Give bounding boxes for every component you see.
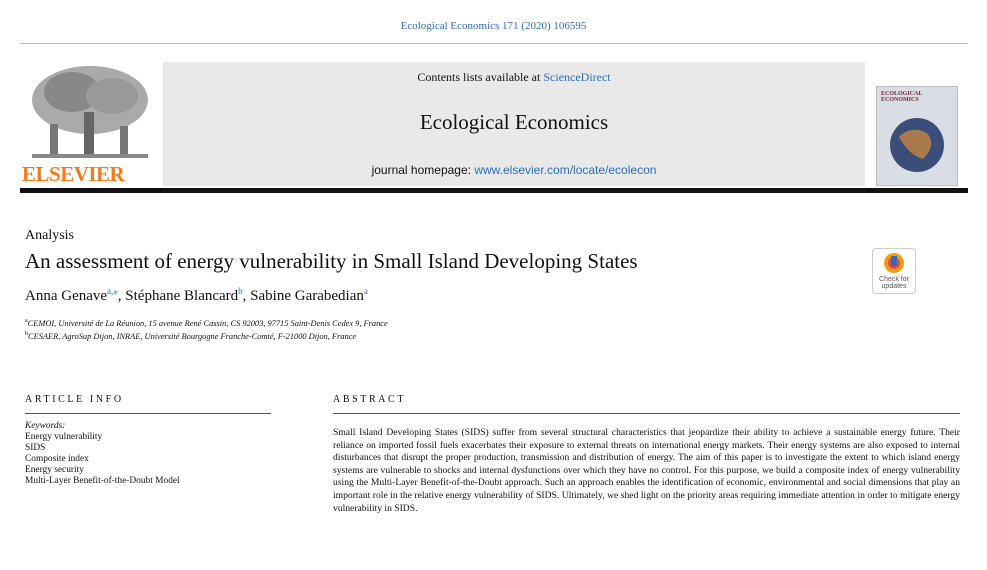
article-info-heading: ARTICLE INFO [25, 394, 124, 405]
author-name: Stéphane Blancard [125, 288, 239, 304]
journal-banner: Contents lists available at ScienceDirec… [163, 62, 865, 186]
keyword: SIDS [25, 443, 46, 453]
link[interactable]: ScienceDirect [543, 70, 611, 84]
rule [25, 413, 271, 414]
title: An assessment of energy vulnerability in… [25, 249, 638, 273]
keyword: Composite index [25, 454, 89, 464]
author-sup[interactable]: a [363, 286, 368, 296]
logo-tree [32, 66, 148, 158]
separator: , [117, 288, 126, 304]
keyword: Energy security [25, 465, 84, 475]
authors: Anna Genavea,⁎, Stéphane Blancardb, Sabi… [25, 286, 368, 305]
keyword: Energy vulnerability [25, 432, 103, 442]
separator: , [242, 288, 251, 304]
affiliation: aCEMOI, Université de La Réunion, 15 ave… [25, 316, 388, 329]
rule [20, 43, 968, 44]
section: Analysis [25, 228, 74, 243]
abstract-text: Small Island Developing States (SIDS) su… [333, 427, 960, 514]
author-sup[interactable]: b [238, 286, 243, 296]
affiliation-sup: b [25, 330, 28, 337]
keyword: Multi-Layer Benefit-of-the-Doubt Model [25, 476, 180, 486]
journal-name: Ecological Economics [419, 110, 609, 134]
affiliation-text: CEMOI, Université de La Réunion, 15 aven… [27, 318, 388, 328]
affiliation-sup: a [25, 318, 28, 324]
badge-icon [884, 253, 904, 273]
keywords: Keywords: Energy vulnerability SIDS Compos… [25, 421, 180, 487]
abstract-heading: ABSTRACT [333, 394, 407, 405]
badge-line: Check for [879, 276, 909, 283]
text: Contents lists available at [417, 70, 544, 84]
affiliation: bCESAER, AgroSup Dijon, INRAE, Universit… [25, 329, 388, 342]
cover-globe [890, 118, 944, 172]
affiliation-text: CESAER, AgroSup Dijon, INRAE, Université… [28, 331, 357, 341]
contents-line: Contents lists available at ScienceDirec… [163, 70, 865, 85]
publisher: ELSEVIER [22, 162, 125, 186]
rule [20, 188, 968, 193]
keywords-label: Keywords: [25, 421, 66, 431]
author-name: Anna Genave [25, 288, 108, 304]
check-updates-badge[interactable]: Check for updates [872, 248, 916, 294]
homepage-line: journal homepage: www.elsevier.com/locat… [163, 163, 865, 177]
badge-line: updates [881, 283, 907, 290]
citation: Ecological Economics 171 (2020) 106595 [400, 20, 587, 32]
rule [333, 413, 960, 414]
text: journal homepage: [371, 163, 475, 177]
cover-title: ECOLOGICAL ECONOMICS [881, 91, 923, 103]
journal-cover: ECOLOGICAL ECONOMICS [876, 86, 958, 186]
author-name: Sabine Garabedian [250, 288, 364, 304]
author-sup[interactable]: a,⁎ [107, 286, 118, 296]
affiliations: aCEMOI, Université de La Réunion, 15 ave… [25, 316, 388, 342]
link[interactable]: www.elsevier.com/locate/ecolecon [474, 163, 657, 177]
